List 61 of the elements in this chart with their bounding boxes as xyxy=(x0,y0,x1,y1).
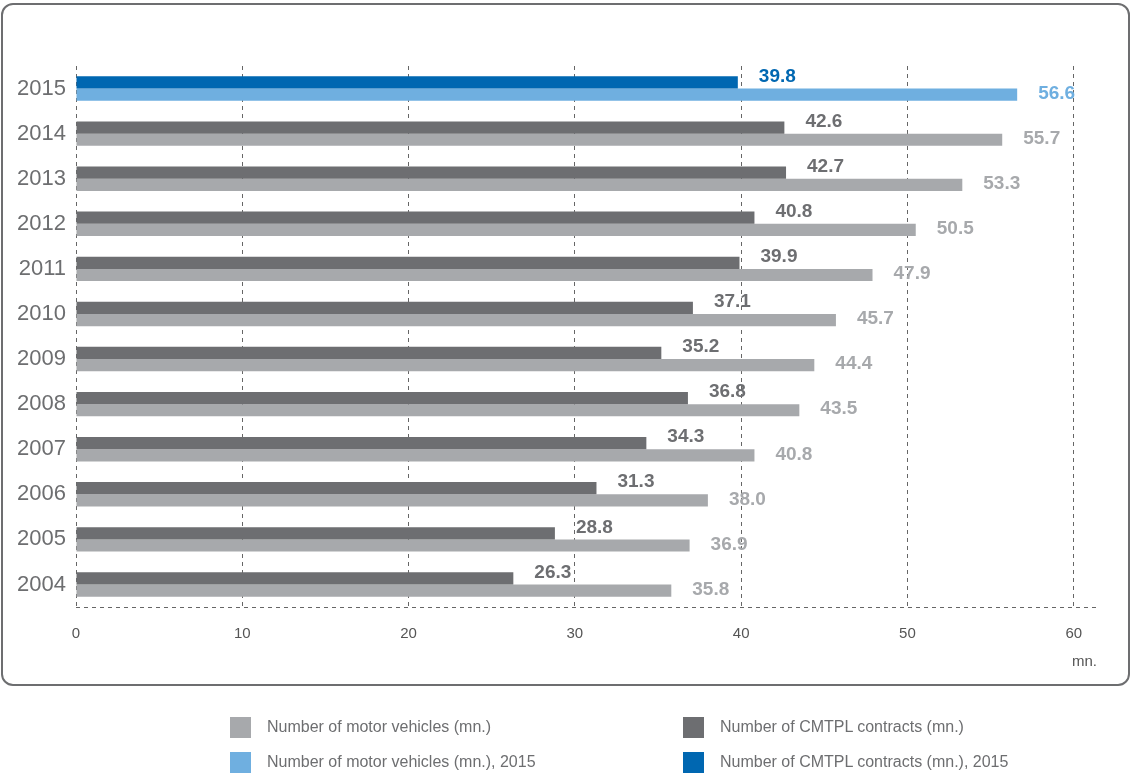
data-label: 36.8 xyxy=(708,380,746,402)
y-tick-label: 2011 xyxy=(18,254,66,280)
x-tick-label: 40 xyxy=(732,624,750,642)
x-tick-label: 60 xyxy=(1065,624,1083,642)
y-tick-label: 2009 xyxy=(17,345,66,371)
data-label: 35.8 xyxy=(692,577,730,599)
data-label: 36.9 xyxy=(710,532,748,554)
data-label: 45.7 xyxy=(856,307,894,329)
data-label: 55.7 xyxy=(1023,126,1061,148)
bar xyxy=(76,494,708,507)
data-label: 44.4 xyxy=(835,352,873,374)
data-label: 42.7 xyxy=(807,154,845,176)
bar xyxy=(76,88,1018,101)
data-label: 39.8 xyxy=(758,64,796,86)
legend-label: Number of motor vehicles (mn.) xyxy=(267,718,492,736)
data-label: 39.9 xyxy=(760,245,798,267)
data-label: 53.3 xyxy=(983,172,1021,194)
bar xyxy=(76,133,1003,146)
data-label: 31.3 xyxy=(617,470,655,492)
x-tick-label: 20 xyxy=(400,624,417,642)
bar xyxy=(76,268,873,282)
data-label: 40.8 xyxy=(775,442,813,464)
bar xyxy=(76,313,836,327)
y-tick-label: 2012 xyxy=(17,209,66,235)
data-label: 42.6 xyxy=(805,109,843,131)
y-tick-label: 2007 xyxy=(17,435,66,461)
data-label: 47.9 xyxy=(893,262,931,284)
bar xyxy=(76,449,755,462)
bar xyxy=(76,539,690,552)
bar xyxy=(76,359,815,372)
y-tick-label: 2013 xyxy=(17,164,66,190)
legend-label: Number of CMTPL contracts (mn.), 2015 xyxy=(720,753,1009,771)
data-label: 26.3 xyxy=(534,560,572,582)
y-tick-label: 2010 xyxy=(17,300,66,326)
y-tick-label: 2014 xyxy=(17,119,66,145)
data-label: 40.8 xyxy=(775,199,813,221)
data-label: 56.6 xyxy=(1038,81,1076,103)
x-tick-label: 30 xyxy=(566,624,584,642)
data-label: 43.5 xyxy=(820,397,858,419)
data-label: 38.0 xyxy=(728,487,766,509)
legend-label: Number of CMTPL contracts (mn.) xyxy=(720,718,964,736)
x-axis-title: mn. xyxy=(1071,652,1097,670)
bar xyxy=(76,404,800,417)
bar xyxy=(76,76,738,89)
data-label: 28.8 xyxy=(575,515,613,537)
x-tick-label: 50 xyxy=(899,624,916,642)
bar xyxy=(76,223,916,236)
y-tick-label: 2008 xyxy=(17,390,66,416)
legend-label: Number of motor vehicles (mn.), 2015 xyxy=(267,753,536,771)
x-tick-label: 10 xyxy=(233,624,251,642)
data-label: 34.3 xyxy=(667,425,705,447)
data-label: 50.5 xyxy=(936,217,975,239)
y-tick-label: 2004 xyxy=(17,570,66,596)
bar xyxy=(76,584,672,597)
y-tick-label: 2005 xyxy=(17,525,66,551)
bar xyxy=(76,178,963,191)
data-label: 35.2 xyxy=(682,335,720,357)
data-label: 37.1 xyxy=(713,290,752,312)
x-tick-label: 0 xyxy=(71,624,81,642)
y-tick-label: 2015 xyxy=(17,74,66,100)
y-tick-label: 2006 xyxy=(17,480,66,506)
